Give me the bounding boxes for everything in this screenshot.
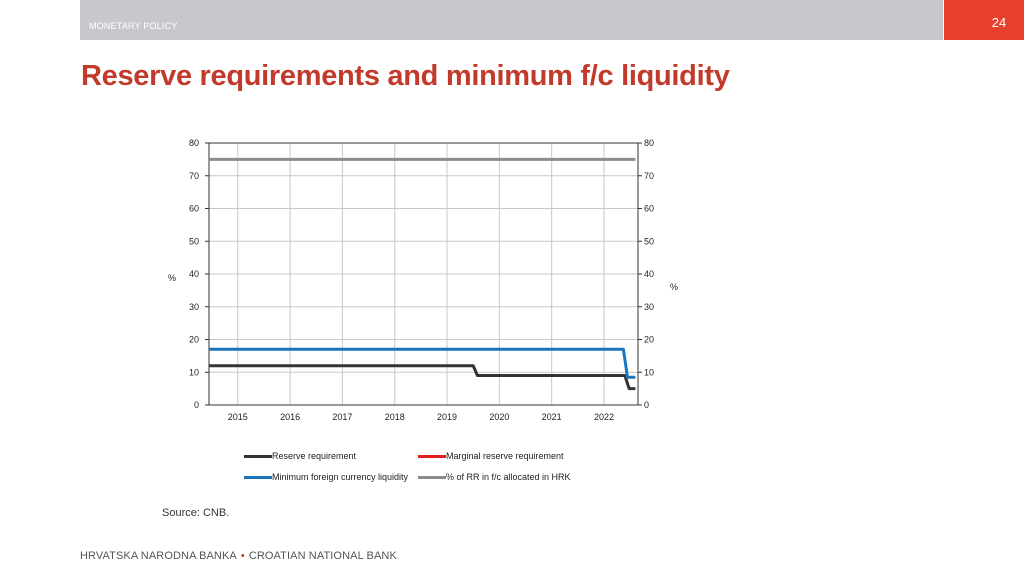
series-line: [209, 364, 636, 391]
x-tick-label: 2021: [542, 412, 562, 422]
y-tick-label-left: 60: [189, 204, 199, 214]
y-tick-label-left: 30: [189, 302, 199, 312]
legend-label: Minimum foreign currency liquidity: [272, 472, 409, 482]
footer-separator: •: [240, 550, 245, 562]
y-tick-label-right: 70: [644, 171, 654, 181]
y-tick-label-right: 80: [644, 138, 654, 148]
legend-swatch: [244, 475, 272, 479]
legend-swatch: [418, 454, 446, 458]
page-title: Reserve requirements and minimum f/c liq…: [81, 60, 730, 92]
y-tick-label-right: 60: [644, 204, 654, 214]
x-tick-label: 2016: [280, 412, 300, 422]
page-number-box: 24: [944, 0, 1024, 40]
x-tick-label: 2019: [437, 412, 457, 422]
y-tick-label-right: 30: [644, 302, 654, 312]
x-tick-label: 2022: [594, 412, 614, 422]
y-tick-label-left: 80: [189, 138, 199, 148]
y-axis-label-left: %: [168, 273, 176, 283]
legend-label: % of RR in f/c allocated in HRK: [446, 472, 571, 482]
y-tick-label-left: 20: [189, 335, 199, 345]
footer: HRVATSKA NARODNA BANKA • CROATIAN NATIONAL…: [80, 550, 397, 562]
y-tick-label-right: 20: [644, 335, 654, 345]
y-tick-label-left: 50: [189, 236, 199, 246]
x-tick-label: 2020: [489, 412, 509, 422]
y-axis-label-right: %: [670, 282, 678, 292]
y-tick-label-left: 70: [189, 171, 199, 181]
section-label: MONETARY POLICY: [89, 21, 178, 31]
header-bar: [80, 0, 943, 40]
legend-label: Reserve requirement: [272, 451, 357, 461]
legend-swatch: [418, 475, 446, 479]
legend-item-min-fc-liquidity: Minimum foreign currency liquidity: [244, 472, 408, 482]
y-tick-label-left: 40: [189, 269, 199, 279]
y-tick-label-right: 40: [644, 269, 654, 279]
y-tick-label-left: 10: [189, 367, 199, 377]
footer-right: CROATIAN NATIONAL BANK: [248, 550, 397, 562]
y-tick-label-right: 0: [644, 400, 649, 410]
legend-label: Marginal reserve requirement: [446, 451, 564, 461]
legend-item-rr-fc-hrk: % of RR in f/c allocated in HRK: [418, 472, 571, 482]
legend-item-reserve-requirement: Reserve requirement: [244, 451, 356, 461]
footer-left: HRVATSKA NARODNA BANKA: [80, 550, 237, 562]
y-tick-label-right: 10: [644, 367, 654, 377]
y-tick-label-left: 0: [194, 400, 199, 410]
plot-frame: [208, 142, 639, 406]
source-note: Source: CNB.: [162, 507, 230, 519]
y-tick-label-right: 50: [644, 236, 654, 246]
x-tick-label: 2017: [332, 412, 352, 422]
series-line: [209, 347, 636, 379]
page-number: 24: [991, 15, 1007, 30]
x-tick-label: 2015: [228, 412, 248, 422]
x-tick-label: 2018: [385, 412, 405, 422]
legend-item-marginal-reserve-requirement: Marginal reserve requirement: [418, 451, 564, 461]
legend-swatch: [244, 454, 272, 458]
